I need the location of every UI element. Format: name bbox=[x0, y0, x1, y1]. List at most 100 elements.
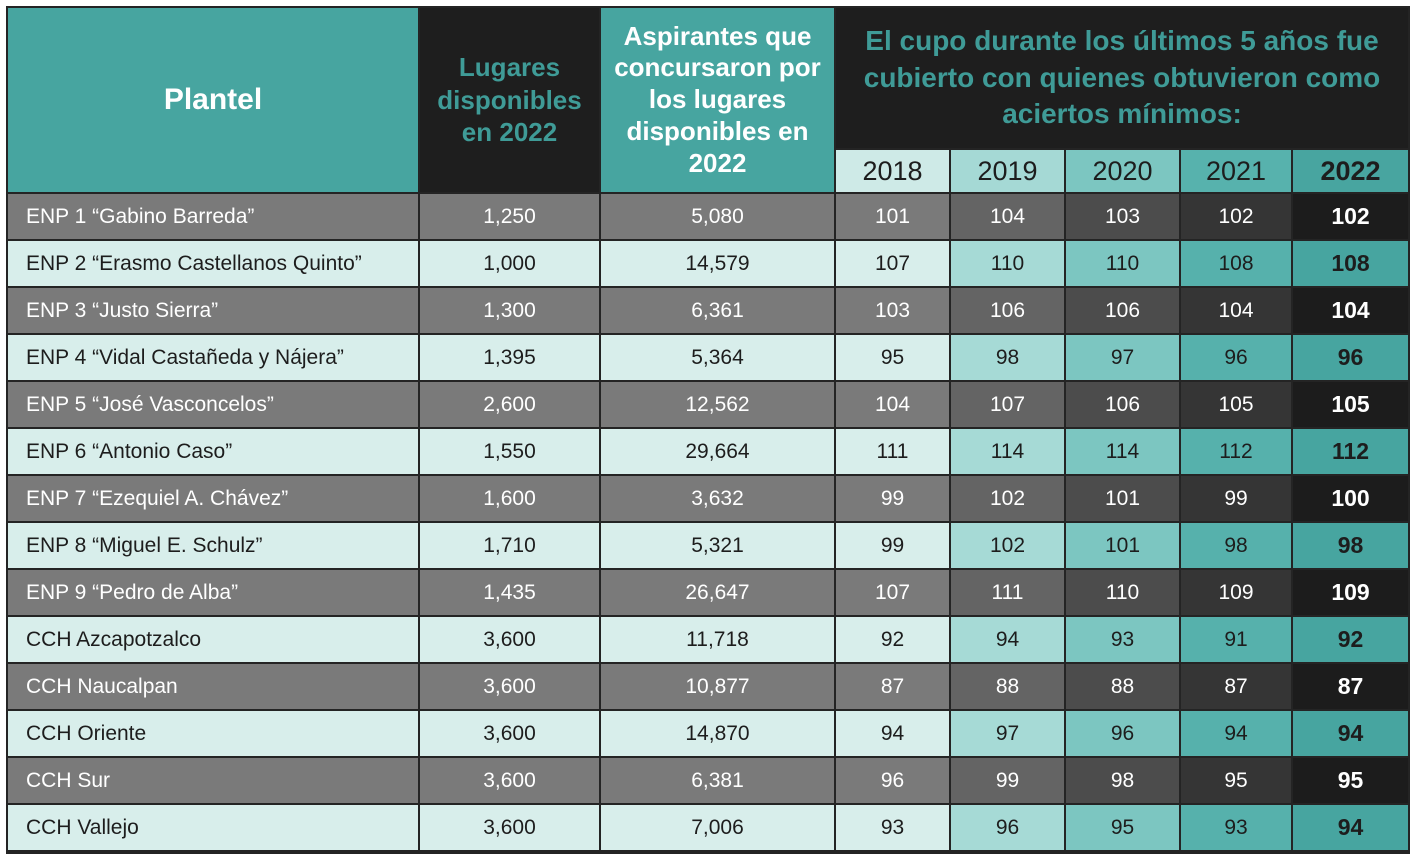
plantel-cell: CCH Oriente bbox=[6, 709, 420, 758]
lugares-cell: 3,600 bbox=[418, 709, 601, 758]
score-cell-2018: 101 bbox=[834, 192, 951, 241]
score-cell-2021: 99 bbox=[1179, 474, 1293, 523]
score-cell-2022: 94 bbox=[1290, 803, 1411, 853]
aspirantes-cell: 6,381 bbox=[599, 756, 836, 805]
table-row: CCH Naucalpan 3,600 10,877 87 88 88 87 87 bbox=[6, 662, 1411, 711]
header-plantel: Plantel bbox=[6, 6, 420, 194]
score-cell-2020: 103 bbox=[1064, 192, 1181, 241]
plantel-cell: ENP 6 “Antonio Caso” bbox=[6, 427, 420, 476]
score-cell-2020: 96 bbox=[1064, 709, 1181, 758]
aspirantes-cell: 5,321 bbox=[599, 521, 836, 570]
score-cell-2022: 94 bbox=[1290, 709, 1411, 758]
score-cell-2021: 112 bbox=[1179, 427, 1293, 476]
aspirantes-cell: 7,006 bbox=[599, 803, 836, 853]
header-aspirantes: Aspirantes que concursaron por los lugar… bbox=[599, 6, 836, 194]
score-cell-2022: 95 bbox=[1290, 756, 1411, 805]
score-cell-2021: 108 bbox=[1179, 239, 1293, 288]
score-cell-2021: 98 bbox=[1179, 521, 1293, 570]
lugares-cell: 1,710 bbox=[418, 521, 601, 570]
header-year-2022: 2022 bbox=[1290, 148, 1411, 194]
score-cell-2018: 107 bbox=[834, 239, 951, 288]
table-row: ENP 7 “Ezequiel A. Chávez” 1,600 3,632 99 10… bbox=[6, 474, 1411, 523]
score-cell-2022: 104 bbox=[1290, 286, 1411, 335]
aspirantes-cell: 14,579 bbox=[599, 239, 836, 288]
plantel-cell: ENP 5 “José Vasconcelos” bbox=[6, 380, 420, 429]
plantel-cell: ENP 3 “Justo Sierra” bbox=[6, 286, 420, 335]
lugares-cell: 1,435 bbox=[418, 568, 601, 617]
score-cell-2020: 95 bbox=[1064, 803, 1181, 853]
score-cell-2019: 94 bbox=[949, 615, 1066, 664]
score-cell-2022: 108 bbox=[1290, 239, 1411, 288]
lugares-cell: 3,600 bbox=[418, 662, 601, 711]
lugares-cell: 3,600 bbox=[418, 756, 601, 805]
score-cell-2021: 105 bbox=[1179, 380, 1293, 429]
score-cell-2019: 111 bbox=[949, 568, 1066, 617]
aspirantes-cell: 6,361 bbox=[599, 286, 836, 335]
year-header-row: 2018 2019 2020 2021 2022 bbox=[7, 148, 1411, 194]
score-cell-2018: 96 bbox=[834, 756, 951, 805]
score-cell-2018: 104 bbox=[834, 380, 951, 429]
plantel-cell: ENP 1 “Gabino Barreda” bbox=[6, 192, 420, 241]
plantel-cell: CCH Sur bbox=[6, 756, 420, 805]
score-cell-2021: 104 bbox=[1179, 286, 1293, 335]
table-body: ENP 1 “Gabino Barreda” 1,250 5,080 101 104 10… bbox=[6, 192, 1411, 853]
score-cell-2018: 92 bbox=[834, 615, 951, 664]
score-cell-2020: 97 bbox=[1064, 333, 1181, 382]
plantel-cell: ENP 8 “Miguel E. Schulz” bbox=[6, 521, 420, 570]
table-row: ENP 3 “Justo Sierra” 1,300 6,361 103 106 106 1… bbox=[6, 286, 1411, 335]
lugares-cell: 1,395 bbox=[418, 333, 601, 382]
score-cell-2022: 87 bbox=[1290, 662, 1411, 711]
score-cell-2019: 110 bbox=[949, 239, 1066, 288]
score-cell-2022: 112 bbox=[1290, 427, 1411, 476]
score-cell-2021: 109 bbox=[1179, 568, 1293, 617]
score-cell-2019: 99 bbox=[949, 756, 1066, 805]
table-row: ENP 5 “José Vasconcelos” 2,600 12,562 104 10… bbox=[6, 380, 1411, 429]
aspirantes-cell: 5,080 bbox=[599, 192, 836, 241]
aspirantes-cell: 10,877 bbox=[599, 662, 836, 711]
score-cell-2019: 104 bbox=[949, 192, 1066, 241]
score-cell-2021: 95 bbox=[1179, 756, 1293, 805]
score-cell-2022: 100 bbox=[1290, 474, 1411, 523]
header-lugares-disponibles: Lugares disponibles en 2022 bbox=[418, 6, 601, 194]
lugares-cell: 1,250 bbox=[418, 192, 601, 241]
lugares-cell: 1,600 bbox=[418, 474, 601, 523]
table-row: ENP 2 “Erasmo Castellanos Quinto” 1,000 14… bbox=[6, 239, 1411, 288]
score-cell-2020: 93 bbox=[1064, 615, 1181, 664]
score-cell-2021: 96 bbox=[1179, 333, 1293, 382]
table-row: ENP 4 “Vidal Castañeda y Nájera” 1,395 5,3… bbox=[6, 333, 1411, 382]
score-cell-2021: 94 bbox=[1179, 709, 1293, 758]
score-cell-2018: 87 bbox=[834, 662, 951, 711]
header-year-2019: 2019 bbox=[949, 148, 1066, 194]
score-cell-2020: 114 bbox=[1064, 427, 1181, 476]
aspirantes-cell: 26,647 bbox=[599, 568, 836, 617]
score-cell-2018: 94 bbox=[834, 709, 951, 758]
score-cell-2019: 96 bbox=[949, 803, 1066, 853]
score-cell-2019: 97 bbox=[949, 709, 1066, 758]
aspirantes-cell: 11,718 bbox=[599, 615, 836, 664]
lugares-cell: 1,300 bbox=[418, 286, 601, 335]
plantel-cell: ENP 4 “Vidal Castañeda y Nájera” bbox=[6, 333, 420, 382]
plantel-cell: ENP 7 “Ezequiel A. Chávez” bbox=[6, 474, 420, 523]
score-cell-2020: 88 bbox=[1064, 662, 1181, 711]
score-cell-2022: 105 bbox=[1290, 380, 1411, 429]
score-cell-2021: 87 bbox=[1179, 662, 1293, 711]
score-cell-2019: 106 bbox=[949, 286, 1066, 335]
top-header-row: Plantel Lugares disponibles en 2022 Aspi… bbox=[6, 6, 1411, 194]
score-cell-2020: 110 bbox=[1064, 239, 1181, 288]
score-cell-2021: 91 bbox=[1179, 615, 1293, 664]
aspirantes-cell: 14,870 bbox=[599, 709, 836, 758]
score-cell-2020: 101 bbox=[1064, 521, 1181, 570]
table-row: CCH Vallejo 3,600 7,006 93 96 95 93 94 bbox=[6, 803, 1411, 853]
score-cell-2018: 93 bbox=[834, 803, 951, 853]
score-cell-2019: 107 bbox=[949, 380, 1066, 429]
score-cell-2022: 109 bbox=[1290, 568, 1411, 617]
header-year-2021: 2021 bbox=[1179, 148, 1293, 194]
aspirantes-cell: 3,632 bbox=[599, 474, 836, 523]
table-row: ENP 9 “Pedro de Alba” 1,435 26,647 107 111 11… bbox=[6, 568, 1411, 617]
table-row: ENP 1 “Gabino Barreda” 1,250 5,080 101 104 10… bbox=[6, 192, 1411, 241]
score-cell-2019: 88 bbox=[949, 662, 1066, 711]
score-cell-2018: 111 bbox=[834, 427, 951, 476]
score-cell-2020: 110 bbox=[1064, 568, 1181, 617]
score-cell-2022: 102 bbox=[1290, 192, 1411, 241]
score-cell-2022: 98 bbox=[1290, 521, 1411, 570]
